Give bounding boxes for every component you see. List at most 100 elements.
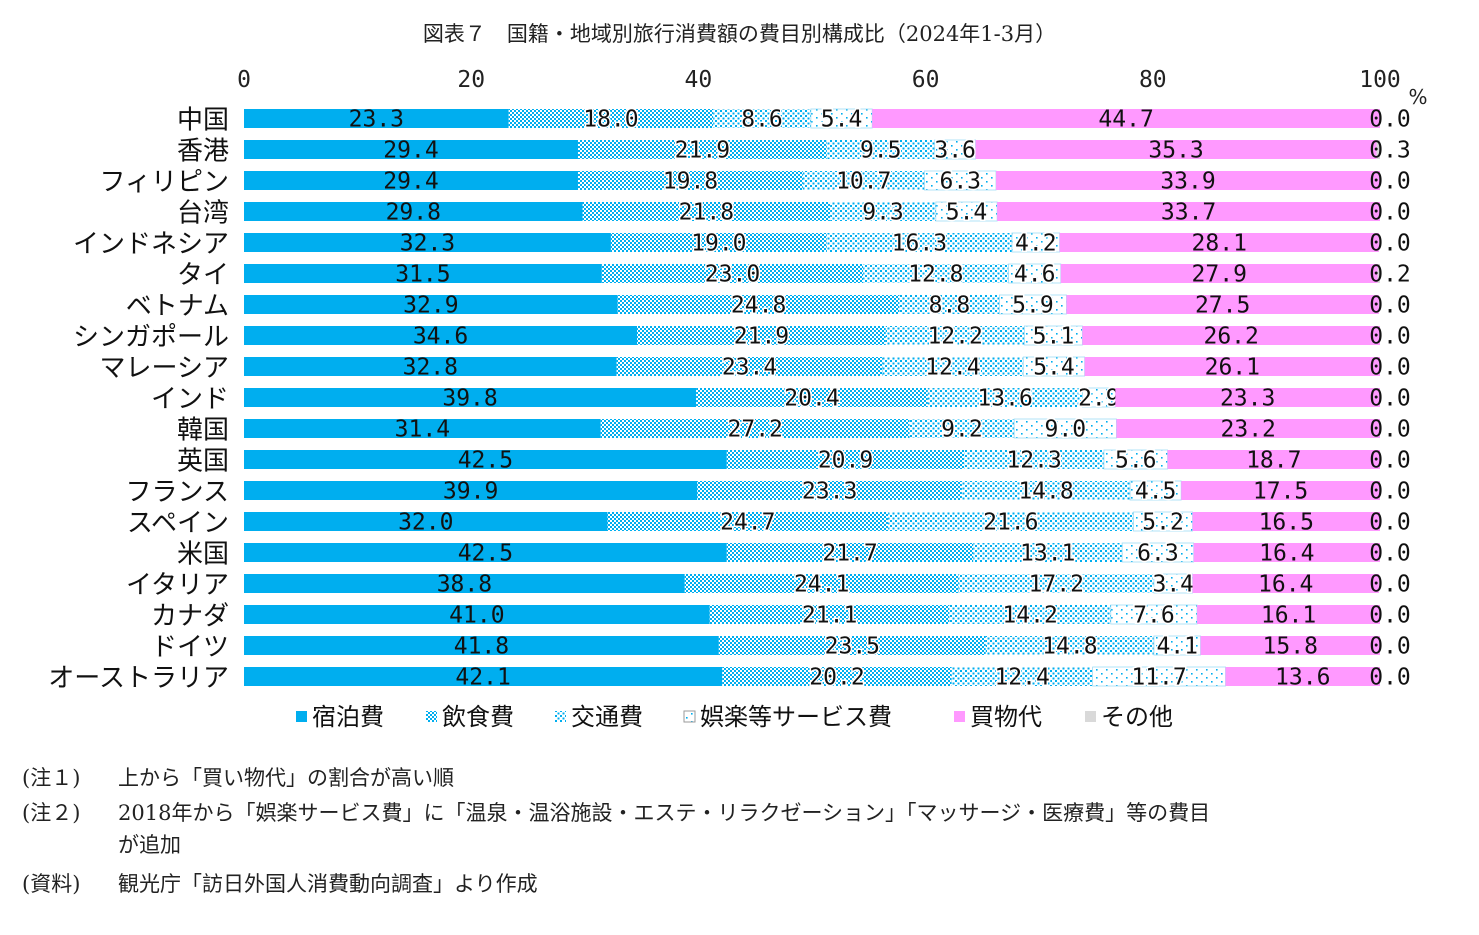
data-label: 9.0 <box>1045 417 1087 443</box>
data-label: 41.8 <box>454 634 509 660</box>
data-label: 19.0 <box>691 231 746 257</box>
data-label: 5.9 <box>1012 293 1054 319</box>
data-label: 23.3 <box>1220 386 1275 412</box>
data-label: 9.5 <box>860 138 902 164</box>
data-label: 17.5 <box>1253 479 1308 505</box>
legend-swatch <box>1085 711 1096 722</box>
bar-segment <box>697 481 962 500</box>
data-label: 31.5 <box>395 262 450 288</box>
bar-segment <box>927 388 1083 407</box>
data-label: 0.0 <box>1369 417 1411 443</box>
bar-segment <box>244 605 710 624</box>
bar-segment <box>244 636 719 655</box>
note-2-continuation: が追加 <box>118 833 181 857</box>
data-label: 27.5 <box>1195 293 1250 319</box>
bar-segment <box>722 667 952 686</box>
bar-segment <box>863 264 1009 283</box>
bar-segment <box>1059 233 1379 252</box>
data-label: 20.9 <box>818 448 873 474</box>
category-label: オーストラリア <box>48 664 229 694</box>
data-label: 38.8 <box>437 572 492 598</box>
data-label: 5.4 <box>1033 355 1075 381</box>
x-tick-label: 100 <box>1359 67 1401 93</box>
x-tick-label: 0 <box>237 67 251 93</box>
data-label: 16.5 <box>1259 510 1314 536</box>
data-label: 0.3 <box>1369 138 1411 164</box>
data-label: 5.4 <box>946 200 988 226</box>
category-labels: 中国香港フィリピン台湾インドネシアタイベトナムシンガポールマレーシアインド韓国英… <box>48 106 229 694</box>
bar-segment <box>610 233 827 252</box>
data-label: 21.7 <box>822 541 877 567</box>
note-2-tag: (注２) <box>22 801 81 825</box>
bar-segment <box>244 512 608 531</box>
bar-segment <box>244 140 578 159</box>
bar-segment <box>1193 543 1380 562</box>
bar-segment <box>1192 574 1379 593</box>
data-label: 8.8 <box>929 293 971 319</box>
x-tick-label: 80 <box>1139 67 1167 93</box>
data-label: 24.8 <box>731 293 786 319</box>
category-label: フィリピン <box>100 168 229 198</box>
bar-segment <box>244 574 685 593</box>
bar-segment <box>1197 605 1380 624</box>
data-label: 29.4 <box>383 138 438 164</box>
bar-segment <box>726 450 965 469</box>
category-label: 香港 <box>177 137 229 167</box>
bar-segment <box>961 481 1131 500</box>
data-label: 2.9 <box>1078 386 1120 412</box>
data-label: 0.0 <box>1369 386 1411 412</box>
data-label: 35.3 <box>1148 138 1203 164</box>
bar-segment <box>935 201 998 222</box>
bar-segment <box>600 419 910 438</box>
bar-segment <box>802 171 925 190</box>
bar-segment <box>244 171 578 190</box>
data-label: 32.0 <box>398 510 453 536</box>
data-label: 7.6 <box>1133 603 1175 629</box>
bar-segment <box>601 264 864 283</box>
bar-segment <box>826 140 935 159</box>
bar-segment <box>637 326 886 345</box>
data-label: 13.6 <box>977 386 1032 412</box>
data-label: 28.1 <box>1192 231 1247 257</box>
bar-segment <box>577 171 803 190</box>
data-label: 24.1 <box>794 572 849 598</box>
bar-segment <box>684 574 959 593</box>
data-label: 23.4 <box>722 355 777 381</box>
data-label: 6.3 <box>1137 541 1179 567</box>
bar-segment <box>244 202 583 221</box>
data-label: 18.7 <box>1246 448 1301 474</box>
data-label: 4.2 <box>1015 231 1057 257</box>
bar-segment <box>996 171 1380 190</box>
data-label: 16.1 <box>1261 603 1316 629</box>
data-label: 0.0 <box>1369 355 1411 381</box>
data-label: 0.0 <box>1369 572 1411 598</box>
bar-segment <box>997 202 1380 221</box>
category-label: ドイツ <box>151 633 229 663</box>
data-label: 14.8 <box>1042 634 1097 660</box>
bar-segment <box>899 295 1000 314</box>
category-label: シンガポール <box>73 323 229 353</box>
bar-segment <box>958 574 1154 593</box>
data-label: 18.0 <box>583 107 638 133</box>
category-label: イタリア <box>126 571 229 601</box>
data-label: 15.8 <box>1263 634 1318 660</box>
data-label: 32.9 <box>403 293 458 319</box>
category-label: スペイン <box>127 509 229 539</box>
x-tick-label: 60 <box>912 67 940 93</box>
bar-segment <box>964 450 1104 469</box>
bar-segment <box>244 357 617 376</box>
bar-segment <box>975 140 1377 159</box>
bar-segment <box>718 636 986 655</box>
data-label: 11.7 <box>1131 665 1186 691</box>
data-label: 0.0 <box>1369 541 1411 567</box>
bar-segment <box>244 388 697 407</box>
bar-segment <box>826 233 1012 252</box>
category-label: タイ <box>177 261 229 291</box>
category-label: インドネシア <box>73 230 229 260</box>
data-label: 39.9 <box>443 479 498 505</box>
legend-label: 交通費 <box>571 703 643 731</box>
bar-segment <box>985 636 1154 655</box>
bar-segment <box>713 109 811 128</box>
category-label: 韓国 <box>177 416 229 446</box>
bar-segment <box>617 295 900 314</box>
